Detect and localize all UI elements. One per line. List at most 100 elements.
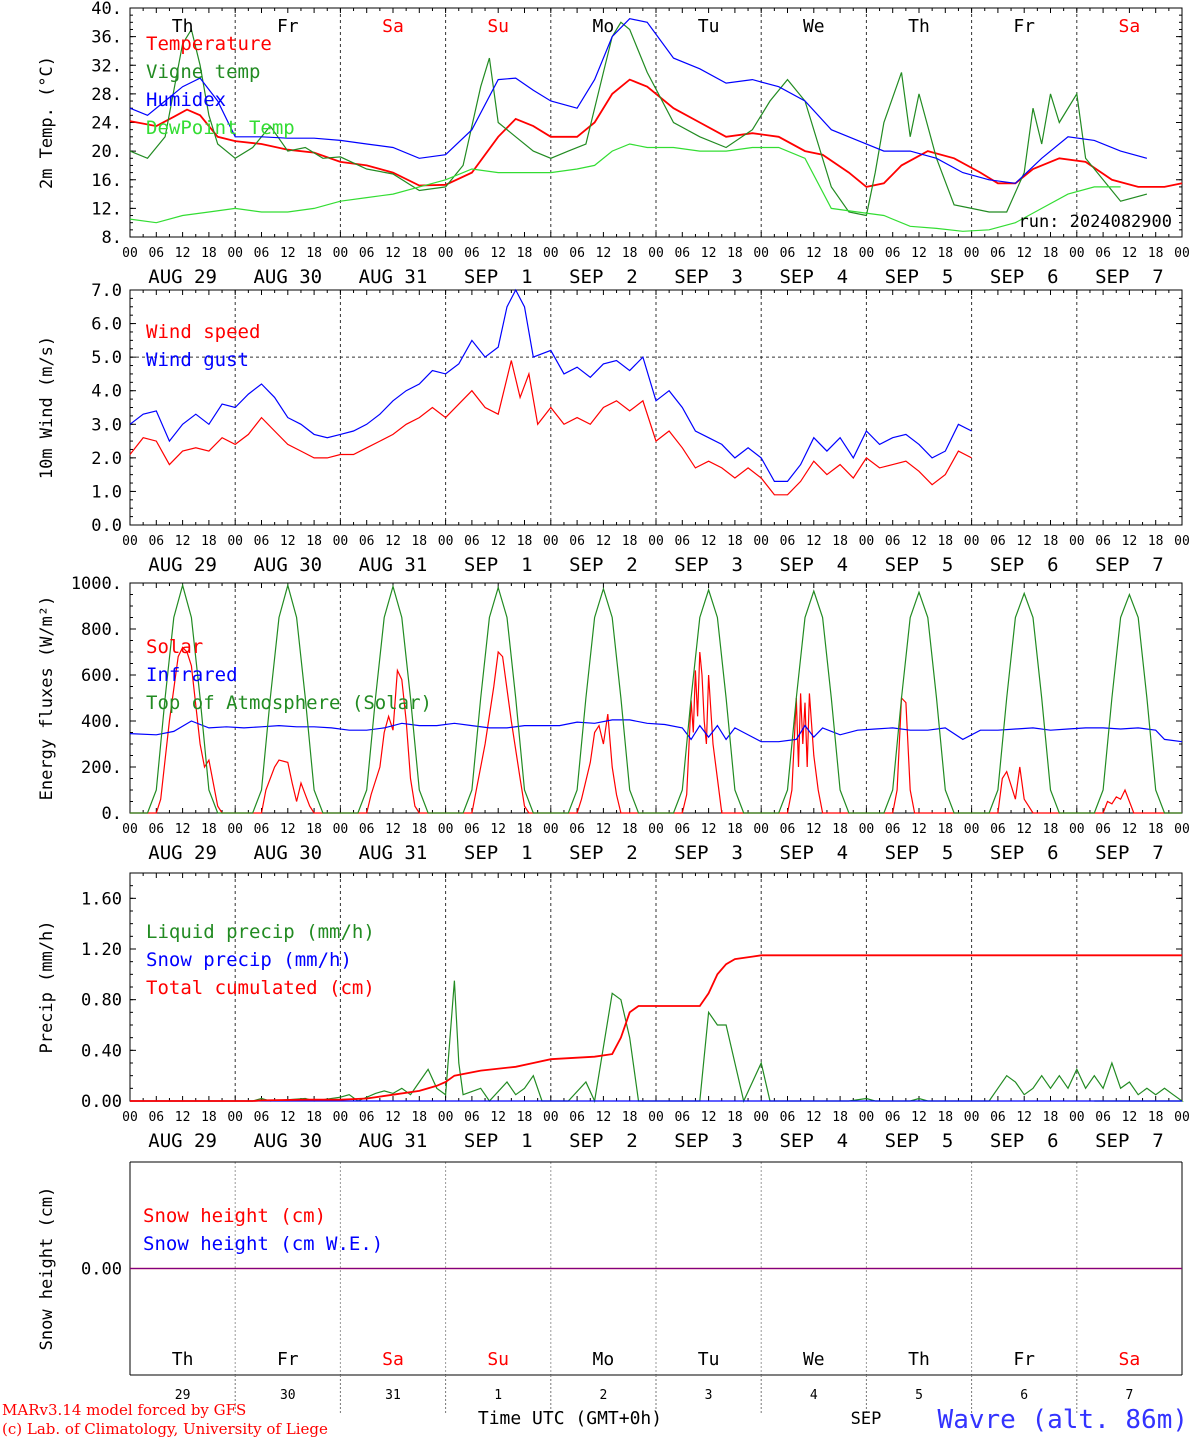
y-tick-label: 40. <box>91 0 122 19</box>
series-line-infrared <box>129 719 1183 743</box>
hour-tick-label: 00 <box>227 246 243 261</box>
panel-snow: 0.00 Snow height (cm) Snow height (cm) Snow… <box>37 1161 1183 1413</box>
hour-tick-label: 00 <box>1174 1110 1190 1125</box>
hour-tick-label: 12 <box>490 822 506 837</box>
hour-tick-label: 12 <box>175 534 191 549</box>
hour-tick-label: 12 <box>1122 822 1138 837</box>
hour-tick-label: 18 <box>411 1110 427 1125</box>
hour-tick-label: 12 <box>175 822 191 837</box>
date-label: SEP 5 <box>885 266 954 288</box>
hour-tick-label: 18 <box>937 822 953 837</box>
hour-tick-label: 18 <box>832 246 848 261</box>
legend-entry: Temperature <box>146 33 272 55</box>
date-label: SEP 1 <box>464 1130 533 1152</box>
hour-tick-label: 06 <box>359 1110 375 1125</box>
hour-tick-label: 00 <box>859 534 875 549</box>
model-credit: MARv3.14 model forced by GFS <box>2 1401 246 1419</box>
hour-tick-label: 06 <box>674 534 690 549</box>
hour-tick-label: 00 <box>859 1110 875 1125</box>
hour-tick-label: 18 <box>1148 1110 1164 1125</box>
date-label: SEP 7 <box>1095 842 1164 864</box>
y-tick-label: 32. <box>91 56 122 76</box>
hour-tick-label: 00 <box>1069 534 1085 549</box>
hour-tick-label: 12 <box>911 1110 927 1125</box>
day-abbreviation: Th <box>908 16 930 37</box>
hour-tick-label: 18 <box>201 822 217 837</box>
hour-tick-label: 06 <box>254 1110 270 1125</box>
hour-tick-label: 06 <box>990 534 1006 549</box>
panel-wind: 0.0 1.0 2.0 3.0 4.0 5.0 6.0 7.0 10m Wind (m/s) Wi… <box>37 281 1190 576</box>
day-abbreviation: Th <box>172 16 194 37</box>
hour-tick-label: 12 <box>806 1110 822 1125</box>
legend-entry: Liquid precip (mm/h) <box>146 921 375 943</box>
day-number-label: 1 <box>494 1388 502 1403</box>
hour-tick-label: 18 <box>306 246 322 261</box>
hour-tick-label: 12 <box>1016 246 1032 261</box>
hour-tick-label: 12 <box>596 246 612 261</box>
hour-tick-label: 18 <box>1043 246 1059 261</box>
hour-tick-label: 12 <box>385 822 401 837</box>
panel-temperature: 8. 12. 16. 20. 24. 28. 32. 36. 40. 2m Temp. (°C) T… <box>37 0 1190 288</box>
hour-tick-label: 06 <box>254 246 270 261</box>
hour-tick-label: 12 <box>1016 1110 1032 1125</box>
legend-entry: Total cumulated (cm) <box>146 977 375 999</box>
series-line-wind-gust <box>129 288 972 482</box>
hour-tick-label: 06 <box>780 822 796 837</box>
x-axis-label: Time UTC (GMT+0h) <box>478 1408 662 1429</box>
hour-tick-label: 00 <box>964 534 980 549</box>
series-line-dewpoint-temp <box>129 143 1121 232</box>
date-label: SEP 2 <box>569 1130 638 1152</box>
y-tick-label: 1.60 <box>81 889 122 909</box>
date-label: SEP 1 <box>464 842 533 864</box>
hour-tick-label: 00 <box>438 1110 454 1125</box>
series-line-liquid-precip-mm-h- <box>130 980 1184 1104</box>
series-line-wind-speed <box>129 360 972 496</box>
hour-tick-label: 12 <box>911 822 927 837</box>
date-label: SEP 6 <box>990 1130 1059 1152</box>
hour-tick-label: 18 <box>411 534 427 549</box>
day-number-label: 2 <box>599 1388 607 1403</box>
hour-tick-label: 12 <box>1016 822 1032 837</box>
hour-tick-label: 00 <box>648 246 664 261</box>
y-tick-label: 36. <box>91 28 122 48</box>
hour-tick-label: 12 <box>280 1110 296 1125</box>
hour-tick-label: 12 <box>385 534 401 549</box>
hour-tick-label: 18 <box>832 1110 848 1125</box>
day-abbreviation: Sa <box>1119 16 1141 37</box>
series-line-solar <box>130 646 1182 814</box>
hour-tick-label: 18 <box>1148 534 1164 549</box>
date-label: SEP 3 <box>674 266 743 288</box>
hour-tick-label: 00 <box>543 822 559 837</box>
hour-tick-label: 18 <box>937 246 953 261</box>
day-number-label: 4 <box>810 1388 818 1403</box>
hour-tick-label: 18 <box>937 534 953 549</box>
hour-tick-label: 06 <box>359 246 375 261</box>
hour-tick-label: 18 <box>832 534 848 549</box>
hour-tick-label: 00 <box>964 1110 980 1125</box>
date-label: SEP 1 <box>464 266 533 288</box>
day-abbreviation: Th <box>172 1349 194 1370</box>
date-label: SEP 4 <box>779 842 848 864</box>
series-line-total-cumulated-cm- <box>130 954 1182 1102</box>
hour-tick-label: 00 <box>753 534 769 549</box>
hour-tick-label: 00 <box>333 1110 349 1125</box>
date-label: AUG 31 <box>359 266 428 288</box>
hour-tick-label: 00 <box>227 822 243 837</box>
y-tick-label: 600. <box>81 666 122 686</box>
hour-tick-label: 12 <box>806 822 822 837</box>
y-tick-label: 6.0 <box>91 315 122 335</box>
hour-tick-label: 12 <box>596 534 612 549</box>
hour-tick-label: 18 <box>306 822 322 837</box>
y-tick-label: 5.0 <box>91 348 122 368</box>
y-tick-label: 0.0 <box>91 516 122 536</box>
date-label: AUG 30 <box>253 266 322 288</box>
legend-entry: Wind gust <box>146 349 249 371</box>
y-tick-label: 0.00 <box>81 1092 122 1112</box>
hour-tick-label: 18 <box>1043 1110 1059 1125</box>
date-label: SEP 5 <box>885 1130 954 1152</box>
hour-tick-label: 00 <box>333 534 349 549</box>
y-tick-label: 0. <box>102 804 122 824</box>
hour-tick-label: 18 <box>306 534 322 549</box>
hour-tick-label: 00 <box>753 246 769 261</box>
hour-tick-label: 12 <box>280 534 296 549</box>
